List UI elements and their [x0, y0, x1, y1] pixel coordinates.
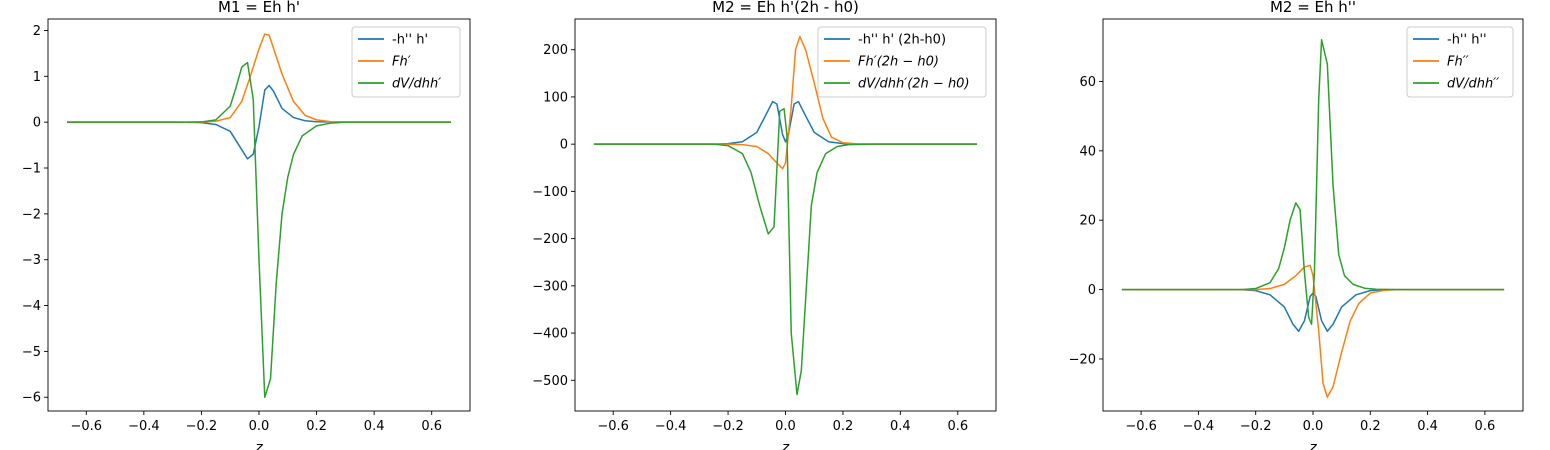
- legend-label-2: Fh′: [392, 55, 411, 70]
- x-tick-label: −0.2: [1240, 419, 1272, 434]
- y-tick-label: −400: [532, 327, 568, 342]
- x-tick-label: −0.6: [1125, 419, 1157, 434]
- legend-box: [817, 26, 987, 98]
- y-tick-label: 100: [543, 90, 568, 105]
- x-tick-label: 0.4: [1417, 419, 1438, 434]
- y-tick-label: −500: [532, 374, 568, 389]
- series-line-3: [67, 61, 451, 398]
- legend-label-1: -h'' h'': [1447, 33, 1487, 48]
- legend-box: [351, 26, 461, 98]
- y-tick-label: 0: [33, 116, 41, 131]
- x-axis-label: z: [1308, 440, 1317, 450]
- y-tick-label: 0: [1088, 283, 1096, 298]
- x-tick-label: −0.2: [186, 419, 218, 434]
- x-tick-label: 0.6: [947, 419, 968, 434]
- chart-panel-3: −0.6 −0.4 −0.2 0.0 0.2 0.4 0.6 −20 0 20 40 60 M2 = E…: [1069, 0, 1524, 450]
- legend: -h'' h' (2h-h0) Fh′(2h − h0) dV/dhh′(2h − …: [817, 26, 987, 98]
- y-tick-label: 20: [1079, 214, 1096, 229]
- x-tick-label: −0.6: [70, 419, 102, 434]
- x-tick-label: 0.4: [364, 419, 385, 434]
- y-tick-label: −4: [22, 299, 41, 314]
- y-tick-label: 0: [560, 138, 568, 153]
- x-tick-label: −0.6: [597, 419, 629, 434]
- y-tick-label: −6: [22, 391, 41, 406]
- series-line-2: [1121, 264, 1505, 398]
- legend-label-2: Fh′′: [1447, 55, 1469, 70]
- x-tick-label: 0.2: [833, 419, 854, 434]
- x-tick-label: 0.0: [1303, 419, 1324, 434]
- y-tick-label: −5: [22, 345, 41, 360]
- chart-title: M2 = Eh h'(2h - h0): [712, 0, 859, 16]
- x-tick-label: 0.0: [775, 419, 796, 434]
- x-tick-label: 0.6: [421, 419, 442, 434]
- chart-title: M1 = Eh h': [218, 0, 300, 16]
- y-tick-label: 60: [1079, 75, 1096, 90]
- y-tick-label: −3: [22, 253, 41, 268]
- series-group: [67, 33, 451, 398]
- legend-label-3: dV/dhh′: [392, 77, 441, 92]
- legend-label-3: dV/dhh′(2h − h0): [858, 77, 970, 92]
- legend-label-3: dV/dhh′′: [1447, 77, 1499, 92]
- series-line-2: [67, 33, 451, 123]
- series-line-3: [1121, 39, 1505, 326]
- chart-panel-1: −0.6 −0.4 −0.2 0.0 0.2 0.4 0.6 −6 −5 −4 −3 −2 −1 0 1 2 M…: [22, 0, 471, 450]
- y-tick-label: 40: [1079, 144, 1096, 159]
- y-tick-label: −20: [1069, 352, 1096, 367]
- x-tick-label: 0.0: [249, 419, 270, 434]
- x-axis-label: z: [781, 440, 790, 450]
- x-tick-label: −0.4: [1183, 419, 1215, 434]
- legend-label-1: -h'' h': [392, 33, 428, 48]
- x-tick-label: −0.4: [128, 419, 160, 434]
- y-tick-label: −300: [532, 279, 568, 294]
- y-tick-label: −2: [22, 207, 41, 222]
- legend-box: [1406, 26, 1514, 98]
- x-tick-label: −0.4: [655, 419, 687, 434]
- legend-label-1: -h'' h' (2h-h0): [858, 33, 946, 48]
- x-tick-label: −0.2: [712, 419, 744, 434]
- series-line-1: [593, 100, 978, 145]
- legend: -h'' h'' Fh′′ dV/dhh′′: [1406, 26, 1514, 98]
- series-group: [593, 35, 978, 396]
- y-tick-label: 1: [33, 70, 41, 85]
- chart-panel-2: −0.6 −0.4 −0.2 0.0 0.2 0.4 0.6 −500 −400 −300 −200…: [532, 0, 997, 450]
- x-axis-label: z: [254, 440, 263, 450]
- chart-title: M2 = Eh h'': [1270, 0, 1356, 16]
- y-tick-label: −100: [532, 185, 568, 200]
- series-line-3: [593, 107, 978, 396]
- series-line-2: [593, 35, 978, 170]
- x-tick-label: 0.6: [1475, 419, 1496, 434]
- series-group: [1121, 39, 1505, 398]
- x-tick-label: 0.2: [1360, 419, 1381, 434]
- y-tick-label: −1: [22, 162, 41, 177]
- x-tick-label: 0.4: [890, 419, 911, 434]
- y-tick-label: −200: [532, 232, 568, 247]
- y-tick-label: 2: [33, 24, 41, 39]
- y-tick-label: 200: [543, 43, 568, 58]
- legend: -h'' h' Fh′ dV/dhh′: [351, 26, 461, 98]
- legend-label-2: Fh′(2h − h0): [858, 55, 939, 70]
- x-tick-label: 0.2: [306, 419, 327, 434]
